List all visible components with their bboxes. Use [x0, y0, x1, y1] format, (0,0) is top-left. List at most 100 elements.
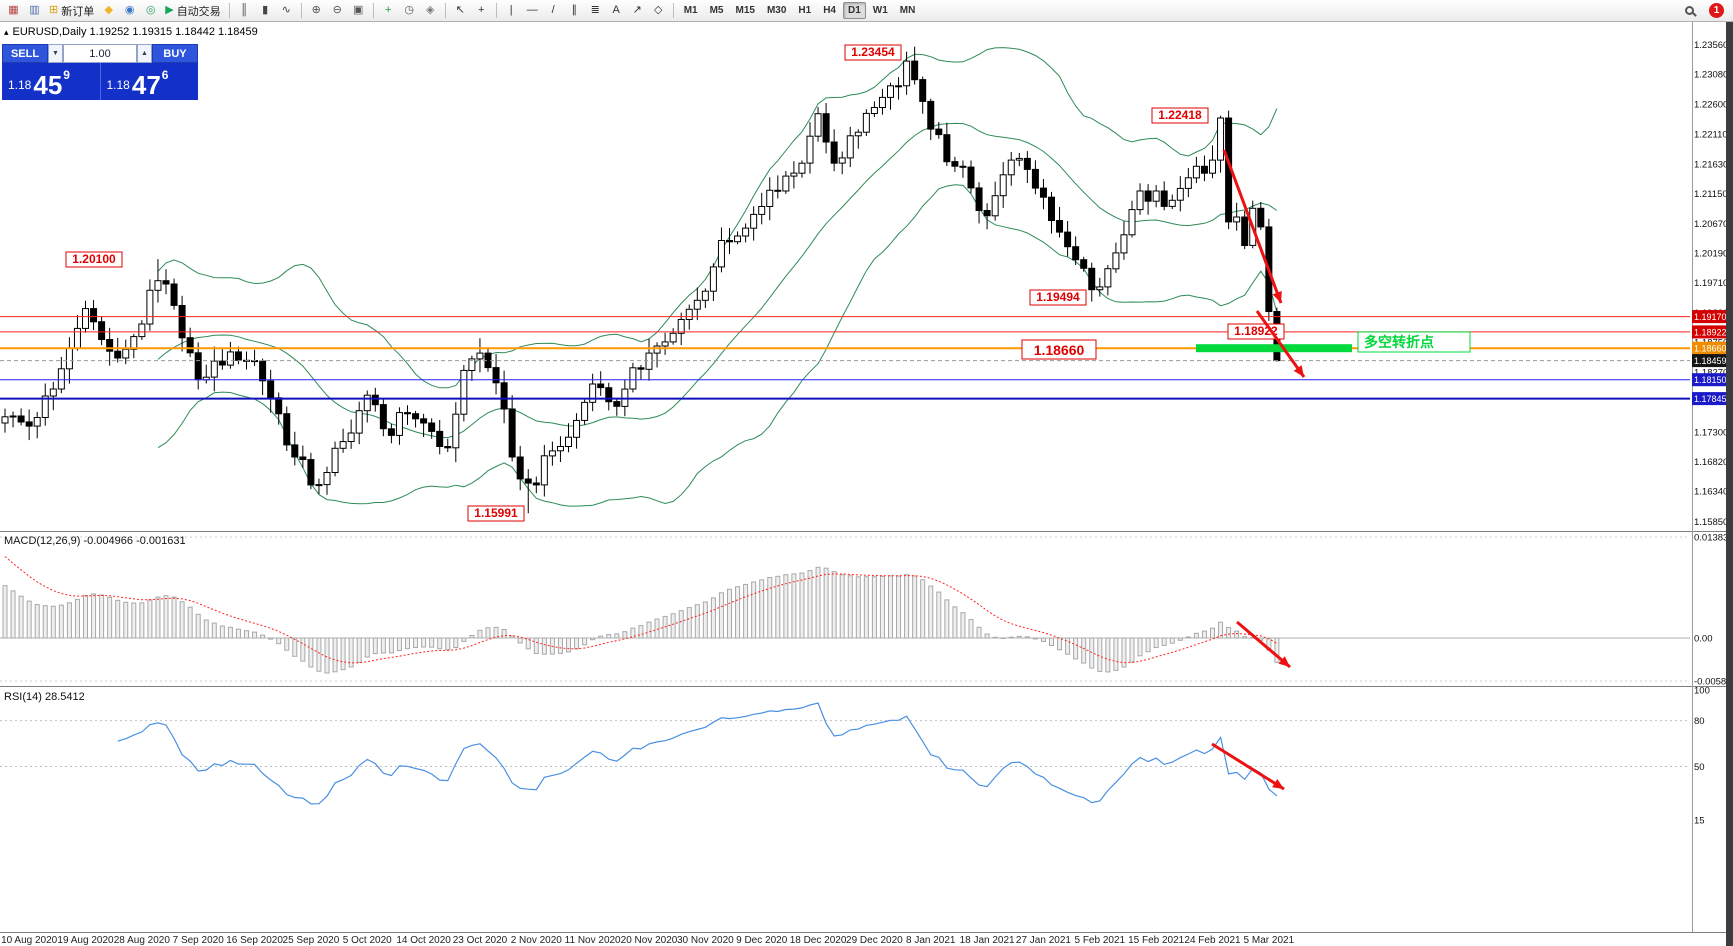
indicators-icon-button[interactable]: +: [379, 1, 398, 20]
templates-icon-button[interactable]: ◈: [421, 1, 440, 20]
metaquotes-icon-button[interactable]: ◆: [99, 1, 118, 20]
trend-arrow[interactable]: [1211, 742, 1285, 791]
macd-histogram-bar: [863, 576, 869, 639]
community-icon: ◉: [124, 4, 135, 16]
trend-arrow[interactable]: [1222, 149, 1283, 304]
timeframe-button-h1[interactable]: H1: [798, 5, 812, 16]
timeframe-button-w1[interactable]: W1: [872, 5, 888, 16]
candle-body: [565, 436, 572, 448]
volume-dropdown-icon[interactable]: ▼: [48, 44, 63, 63]
buy-button[interactable]: BUY: [152, 44, 198, 63]
support-highlight-bar[interactable]: [1196, 344, 1352, 353]
timeframe-button-m5[interactable]: M5: [709, 5, 724, 16]
market-icon-button[interactable]: ◎: [141, 1, 160, 20]
date-axis-label: 16 Sep 2020: [226, 935, 283, 946]
macd-histogram-bar: [429, 637, 435, 648]
sell-price[interactable]: 1.18 45 9: [2, 63, 101, 100]
candle-body: [758, 206, 766, 215]
candle-body: [90, 308, 98, 323]
timeframe-button-m30[interactable]: M30: [766, 5, 787, 16]
channel-icon-button[interactable]: ∥: [565, 1, 584, 20]
turning-point-label-box[interactable]: [1357, 331, 1471, 353]
period-icon-button[interactable]: ◷: [400, 1, 419, 20]
vertical-line-icon-button[interactable]: |: [502, 1, 521, 20]
timeframe-button-m1[interactable]: M1: [683, 5, 698, 16]
timeframe-button-h4[interactable]: H4: [823, 5, 836, 16]
autotrade-button-button[interactable]: ▶ 自动交易: [162, 1, 223, 20]
crosshair-icon-button[interactable]: +: [472, 1, 491, 20]
macd-histogram-bar: [807, 570, 813, 639]
zoom-out-icon-button[interactable]: ⊖: [328, 1, 347, 20]
candlestick-type-icon-button[interactable]: ▮: [256, 1, 275, 20]
community-icon-button[interactable]: ◉: [120, 1, 139, 20]
price-annotations[interactable]: 1.234541.224181.201001.194941.189221.186…: [65, 44, 1285, 522]
candle-body: [210, 360, 218, 378]
bar-chart-type-icon-button[interactable]: ║: [235, 1, 254, 20]
rsi-scale-label: 50: [1694, 762, 1705, 773]
buy-price[interactable]: 1.18 47 6: [101, 63, 199, 100]
shapes-icon: ◇: [653, 4, 663, 16]
autotrade-button-label: 自动交易: [176, 5, 221, 18]
sell-price-big: 45: [33, 69, 63, 100]
price-annotation-box[interactable]: [65, 251, 123, 268]
trend-arrow[interactable]: [1236, 620, 1291, 669]
trendline-icon-button[interactable]: /: [544, 1, 563, 20]
macd-histogram-bar: [871, 576, 877, 639]
macd-histogram-bar: [83, 594, 88, 639]
price-annotation-box[interactable]: [467, 505, 525, 522]
macd-histogram-bar: [976, 626, 982, 639]
macd-histogram-bar: [227, 626, 233, 639]
price-annotation-box[interactable]: [1021, 339, 1097, 360]
price-annotation-box[interactable]: [844, 44, 902, 61]
macd-histogram-bar: [211, 622, 217, 639]
tile-windows-icon-button[interactable]: ▣: [349, 1, 368, 20]
price-annotation-box[interactable]: [1029, 289, 1087, 306]
vertical-scrollbar[interactable]: [1726, 22, 1733, 946]
search-button[interactable]: [1681, 1, 1700, 20]
price-scale-label: 1.18270: [1694, 367, 1728, 378]
candle-body: [41, 395, 49, 418]
candle-body: [1160, 190, 1168, 207]
candle-body: [1048, 196, 1055, 221]
zoom-in-icon-button[interactable]: ⊕: [307, 1, 326, 20]
line-chart-type-icon-button[interactable]: ∿: [277, 1, 296, 20]
candle-body: [597, 383, 605, 389]
cursor-icon-button[interactable]: ↖: [451, 1, 470, 20]
candle-body: [927, 100, 935, 130]
collapse-triangle-icon[interactable]: ▴: [4, 26, 9, 37]
profiles-icon-button[interactable]: ▥: [25, 1, 44, 20]
macd-histogram-bar: [1242, 636, 1248, 639]
new-order-button-button[interactable]: ⊞ 新订单: [46, 1, 97, 20]
fibonacci-icon-button[interactable]: ≣: [586, 1, 605, 20]
timeframe-button-mn[interactable]: MN: [899, 5, 916, 16]
macd-histogram-bar: [219, 625, 225, 639]
timeframe-button-m15[interactable]: M15: [735, 5, 755, 16]
price-annotation-box[interactable]: [1151, 107, 1209, 124]
volume-stepper-icon[interactable]: ▲: [137, 44, 152, 63]
horizontal-line-icon-button[interactable]: —: [523, 1, 542, 20]
chart-window-icon-button[interactable]: ▦: [4, 1, 23, 20]
bid-ask-price-display[interactable]: 1.18 45 9 1.18 47 6: [2, 63, 198, 100]
arrow-tool-icon-button[interactable]: ↗: [628, 1, 647, 20]
notification-badge[interactable]: 1: [1709, 3, 1724, 18]
horizontal-levels[interactable]: [0, 316, 1690, 400]
candle-body: [661, 341, 669, 347]
templates-icon: ◈: [425, 4, 435, 16]
price-annotation-text: 1.18660: [1034, 342, 1085, 358]
macd-histogram-bar: [541, 637, 547, 655]
volume-input[interactable]: [63, 44, 137, 63]
macd-histogram-bar: [276, 637, 282, 645]
shapes-icon-button[interactable]: ◇: [649, 1, 668, 20]
price-scale-label: 1.20670: [1694, 219, 1728, 230]
date-axis-label: 25 Sep 2020: [283, 935, 340, 946]
sell-button[interactable]: SELL: [2, 44, 48, 63]
text-label-icon-button[interactable]: A: [607, 1, 626, 20]
candle-body: [637, 367, 645, 370]
candle-body: [404, 412, 411, 415]
timeframe-button-d1[interactable]: D1: [843, 2, 866, 19]
buy-price-big: 47: [131, 69, 161, 100]
macd-histogram-bar: [1169, 637, 1175, 644]
trend-arrow[interactable]: [1255, 310, 1306, 378]
candle-body: [25, 421, 33, 427]
